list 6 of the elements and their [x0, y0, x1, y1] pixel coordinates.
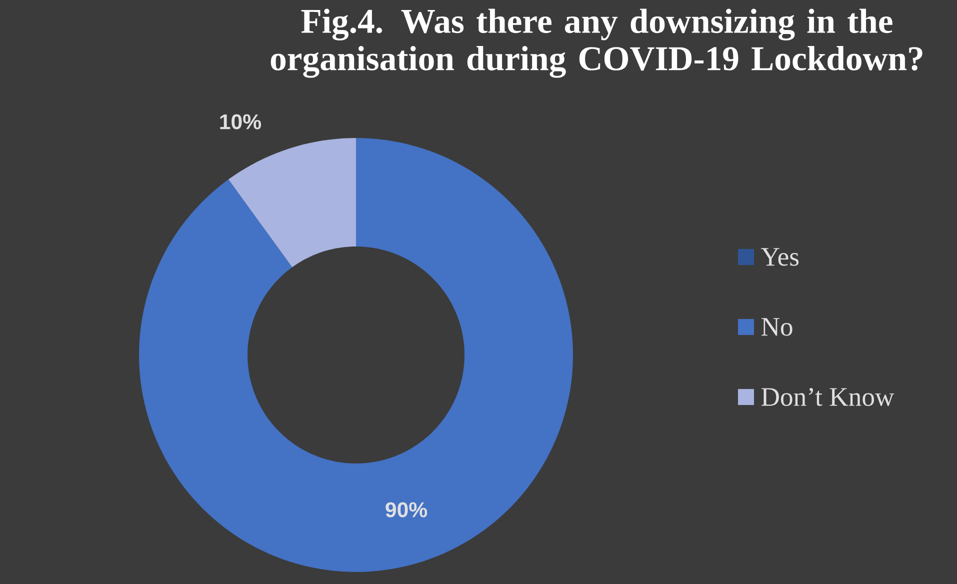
data-label: 90%: [386, 502, 428, 518]
legend-label: Yes: [761, 248, 799, 266]
data-label: 10%: [220, 114, 262, 130]
legend-label: Don’t Know: [761, 388, 894, 406]
chart-title: Fig.4. Was there any downsizing in the organisation during COVID-19 Lockdown?: [270, 8, 922, 78]
legend-label: No: [761, 318, 792, 336]
